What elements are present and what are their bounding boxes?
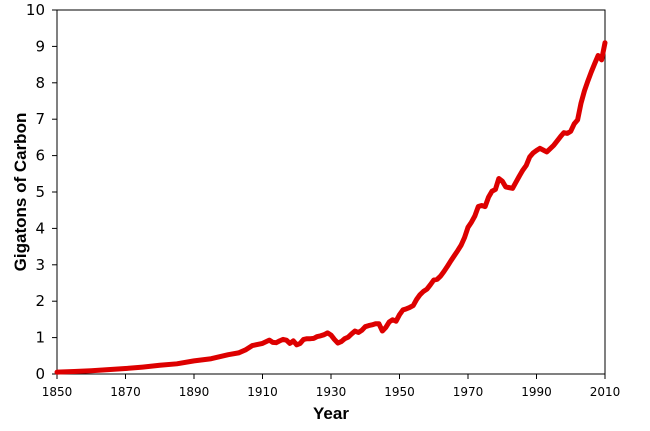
y-tick-label: 6: [35, 147, 45, 165]
y-axis-label: Gigatons of Carbon: [11, 113, 30, 272]
x-axis-label: Year: [313, 404, 349, 423]
y-tick-label: 0: [35, 365, 45, 383]
y-tick-label: 2: [35, 292, 45, 310]
y-tick-label: 9: [35, 37, 45, 55]
x-tick-label: 1870: [110, 385, 141, 399]
y-tick-label: 1: [35, 329, 45, 347]
y-tick-label: 8: [35, 74, 45, 92]
y-tick-label: 10: [26, 1, 45, 19]
x-tick-label: 1930: [316, 385, 347, 399]
x-tick-label: 1890: [179, 385, 210, 399]
y-tick-label: 5: [35, 183, 45, 201]
x-tick-label: 2010: [590, 385, 621, 399]
y-tick-label: 7: [35, 110, 45, 128]
plot-area-frame: [56, 9, 606, 375]
x-tick-label: 1970: [453, 385, 484, 399]
y-axis-ticks: 0 1 2 3 4 5 6 7 8 9 10: [26, 1, 57, 383]
series-line: [54, 40, 608, 375]
x-axis-ticks: 1850 1870 1890 1910 1930 1950 1970 1990 2010: [42, 374, 621, 399]
x-tick-label: 1950: [384, 385, 415, 399]
x-tick-label: 1850: [42, 385, 73, 399]
y-tick-label: 3: [35, 256, 45, 274]
x-tick-label: 1910: [247, 385, 278, 399]
x-tick-label: 1990: [521, 385, 552, 399]
y-tick-label: 4: [35, 219, 45, 237]
series-layer: [54, 40, 608, 375]
